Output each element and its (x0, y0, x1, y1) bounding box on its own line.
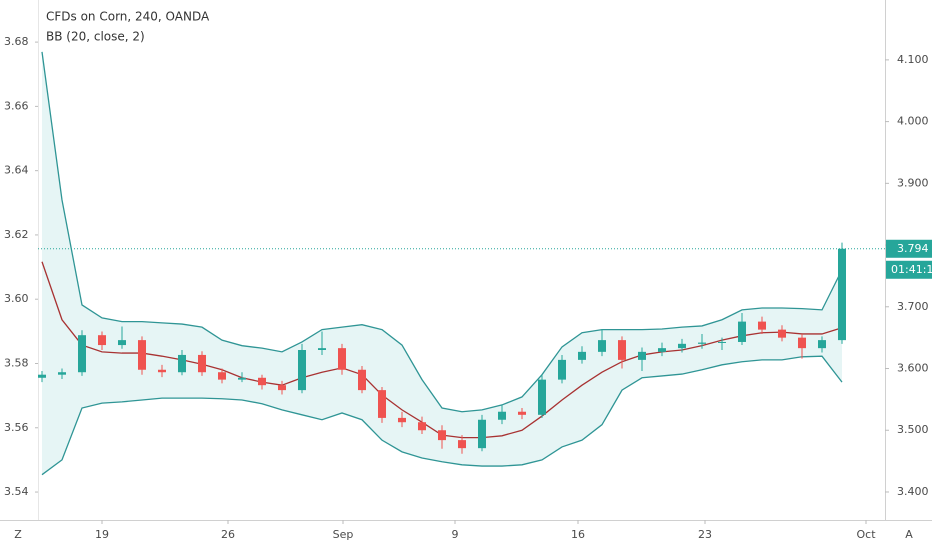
candle-body (478, 419, 486, 449)
y-tick-label: 3.64 (4, 164, 29, 177)
candle-body (798, 337, 806, 349)
candle-body (98, 335, 106, 346)
candle-body (358, 369, 366, 391)
candle-body (238, 377, 246, 380)
button[interactable]: Z (14, 528, 22, 541)
candle-body (818, 340, 826, 349)
button[interactable]: A (905, 528, 913, 541)
last-price-box (886, 239, 932, 258)
candle-body (38, 374, 46, 378)
candle-body (578, 351, 586, 360)
x-tick-label: 19 (95, 528, 109, 541)
candle-body (638, 351, 646, 360)
candle-body (698, 342, 706, 344)
candle-body (218, 372, 226, 380)
candle-body (598, 340, 606, 352)
candle-body (258, 377, 266, 386)
y2-tick-label: 3.600 (897, 362, 929, 375)
y-tick-label: 3.68 (4, 35, 29, 48)
band-upper (41, 51, 843, 413)
candle-body (178, 354, 186, 373)
chart-subtitle: BB (20, close, 2) (46, 30, 145, 44)
candle-body (838, 248, 846, 341)
y-tick-label: 3.54 (4, 485, 29, 498)
candle-body (738, 321, 746, 342)
y2-tick-label: 4.000 (897, 115, 929, 128)
candle-body (618, 340, 626, 360)
y-tick-label: 3.62 (4, 228, 29, 241)
candle-body (198, 354, 206, 373)
candle-body (758, 321, 766, 330)
candle-body (558, 359, 566, 380)
candle-body (318, 348, 326, 350)
candle-body (538, 379, 546, 415)
candle-body (518, 411, 526, 415)
candle-body (718, 341, 726, 343)
x-tick-label: 9 (452, 528, 459, 541)
candle-body (778, 329, 786, 338)
y-tick-label: 3.58 (4, 356, 29, 369)
x-tick-label: Sep (333, 528, 354, 541)
candle-body (498, 411, 506, 420)
x-tick-label: 16 (571, 528, 585, 541)
candle-body (138, 340, 146, 370)
candle-body (438, 430, 446, 441)
y2-tick-label: 3.400 (897, 485, 929, 498)
candle-body (338, 348, 346, 370)
countdown-box (886, 260, 932, 279)
y-tick-label: 3.56 (4, 421, 29, 434)
candle-body (118, 340, 126, 346)
countdown-label: 01:41:19 (891, 263, 932, 276)
y-tick-label: 3.66 (4, 99, 29, 112)
candle-body (678, 343, 686, 349)
y-tick-label: 3.60 (4, 292, 29, 305)
y2-tick-label: 3.700 (897, 300, 929, 313)
candle-body (58, 372, 66, 375)
candle-body (398, 417, 406, 423)
candle-body (378, 390, 386, 418)
candle-body (298, 350, 306, 391)
y2-tick-label: 3.900 (897, 176, 929, 189)
y2-tick-label: 4.100 (897, 53, 929, 66)
candle-body (658, 348, 666, 352)
x-tick-label: 26 (221, 528, 235, 541)
candle-body (418, 422, 426, 431)
candle-body (158, 369, 166, 373)
x-tick-label: 23 (698, 528, 712, 541)
candle-body (78, 335, 86, 373)
band-lower (41, 355, 843, 476)
candle-body (278, 385, 286, 391)
candle-body (458, 440, 466, 449)
last-price-label: 3.794 (897, 242, 929, 255)
plot-area (38, 51, 846, 476)
chart-title: CFDs on Corn, 240, OANDA (46, 10, 210, 24)
y2-tick-label: 3.500 (897, 423, 929, 436)
x-tick-label: Oct (856, 528, 876, 541)
